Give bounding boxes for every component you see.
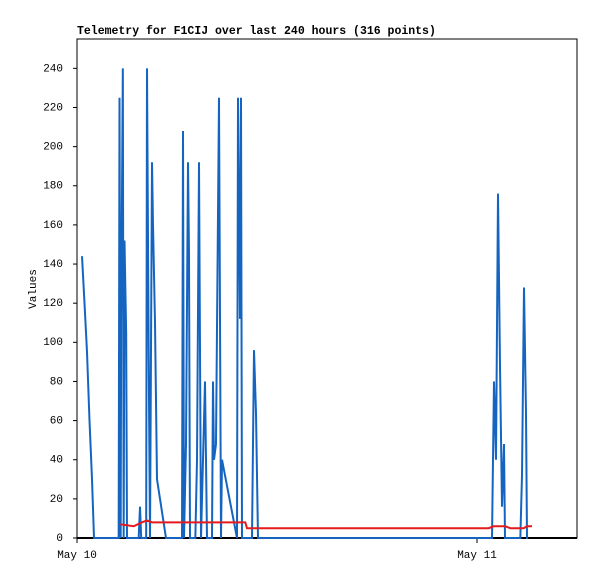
y-axis-label: Values xyxy=(28,269,40,309)
y-tick-label: 60 xyxy=(50,415,63,427)
series-line xyxy=(120,519,532,530)
y-tick-label: 220 xyxy=(43,102,63,114)
chart-title: Telemetry for F1CIJ over last 240 hours … xyxy=(77,25,436,38)
y-tick-label: 200 xyxy=(43,142,63,154)
series-line xyxy=(81,68,528,539)
y-tick-label: 80 xyxy=(50,376,63,388)
y-tick-label: 240 xyxy=(43,63,63,75)
y-tick-label: 20 xyxy=(50,494,63,506)
y-tick-label: 140 xyxy=(43,259,63,271)
x-tick-label: May 10 xyxy=(57,550,97,562)
y-tick-label: 0 xyxy=(56,533,63,545)
y-tick-label: 160 xyxy=(43,220,63,232)
y-tick-label: 120 xyxy=(43,298,63,310)
y-tick-label: 40 xyxy=(50,455,63,467)
x-tick-label: May 11 xyxy=(457,550,497,562)
y-tick-label: 180 xyxy=(43,181,63,193)
y-tick-label: 100 xyxy=(43,337,63,349)
